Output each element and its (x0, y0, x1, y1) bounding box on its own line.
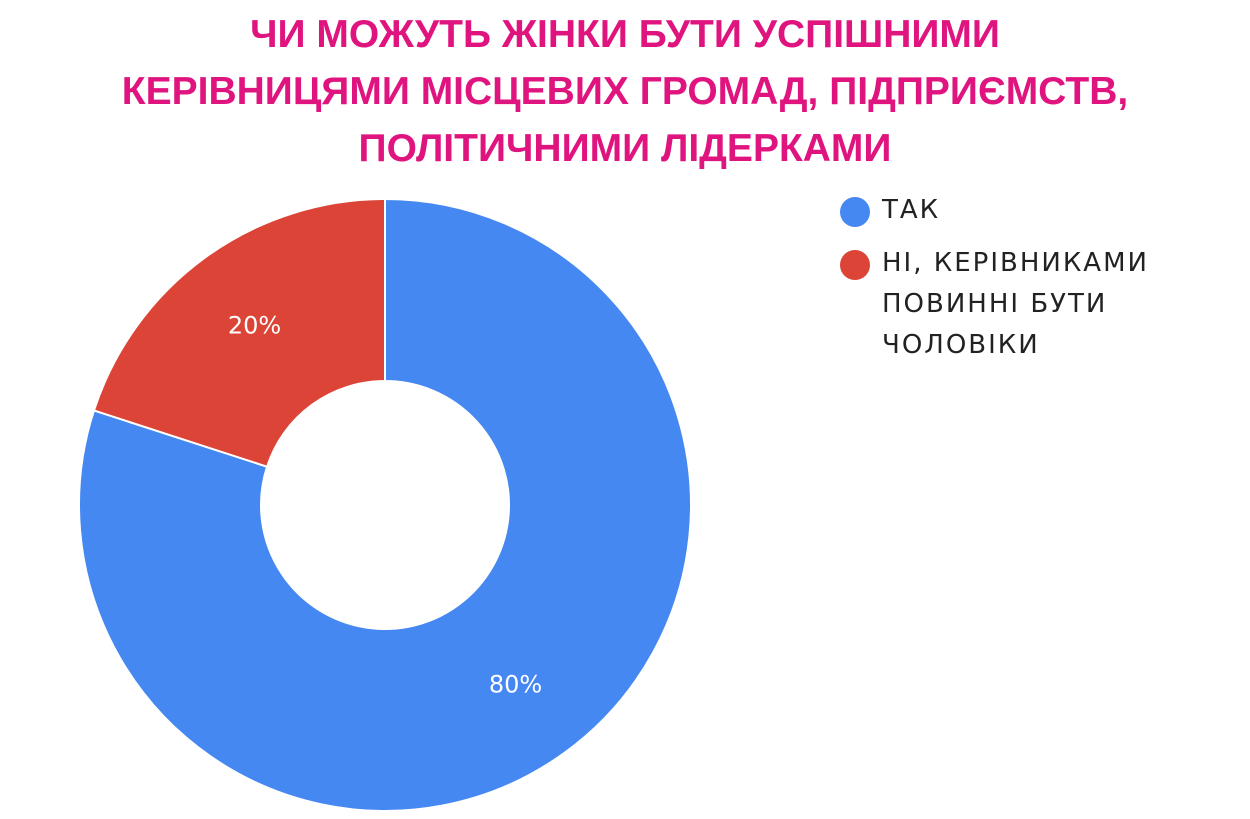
legend-label-yes: ТАК (882, 195, 941, 225)
donut-slice-no[interactable] (92, 197, 386, 468)
donut-slices (78, 197, 692, 812)
legend-item-yes[interactable]: ТАК (840, 190, 1240, 231)
chart-title: ЧИ МОЖУТЬ ЖІНКИ БУТИ УСПІШНИМИ КЕРІВНИЦЯ… (40, 6, 1210, 177)
chart-legend: ТАК НІ, КЕРІВНИКАМИ ПОВИННІ БУТИ ЧОЛОВІК… (840, 190, 1240, 378)
slice-value-label-no: 20% (228, 311, 281, 339)
legend-label-no: НІ, КЕРІВНИКАМИ ПОВИННІ БУТИ ЧОЛОВІКИ (882, 248, 1149, 360)
legend-item-no[interactable]: НІ, КЕРІВНИКАМИ ПОВИННІ БУТИ ЧОЛОВІКИ (840, 243, 1240, 366)
slice-labels: 80% 20% (228, 311, 542, 698)
slice-value-label-yes: 80% (489, 671, 542, 699)
donut-slice-yes[interactable] (78, 197, 692, 812)
legend-swatch-no (840, 250, 870, 280)
legend-swatch-yes (840, 197, 870, 227)
chart-title-line: КЕРІВНИЦЯМИ МІСЦЕВИХ ГРОМАД, ПІДПРИЄМСТВ… (121, 70, 1129, 113)
chart-title-line: ПОЛІТИЧНИМИ ЛІДЕРКАМИ (358, 127, 892, 170)
chart-title-line: ЧИ МОЖУТЬ ЖІНКИ БУТИ УСПІШНИМИ (250, 13, 1000, 56)
